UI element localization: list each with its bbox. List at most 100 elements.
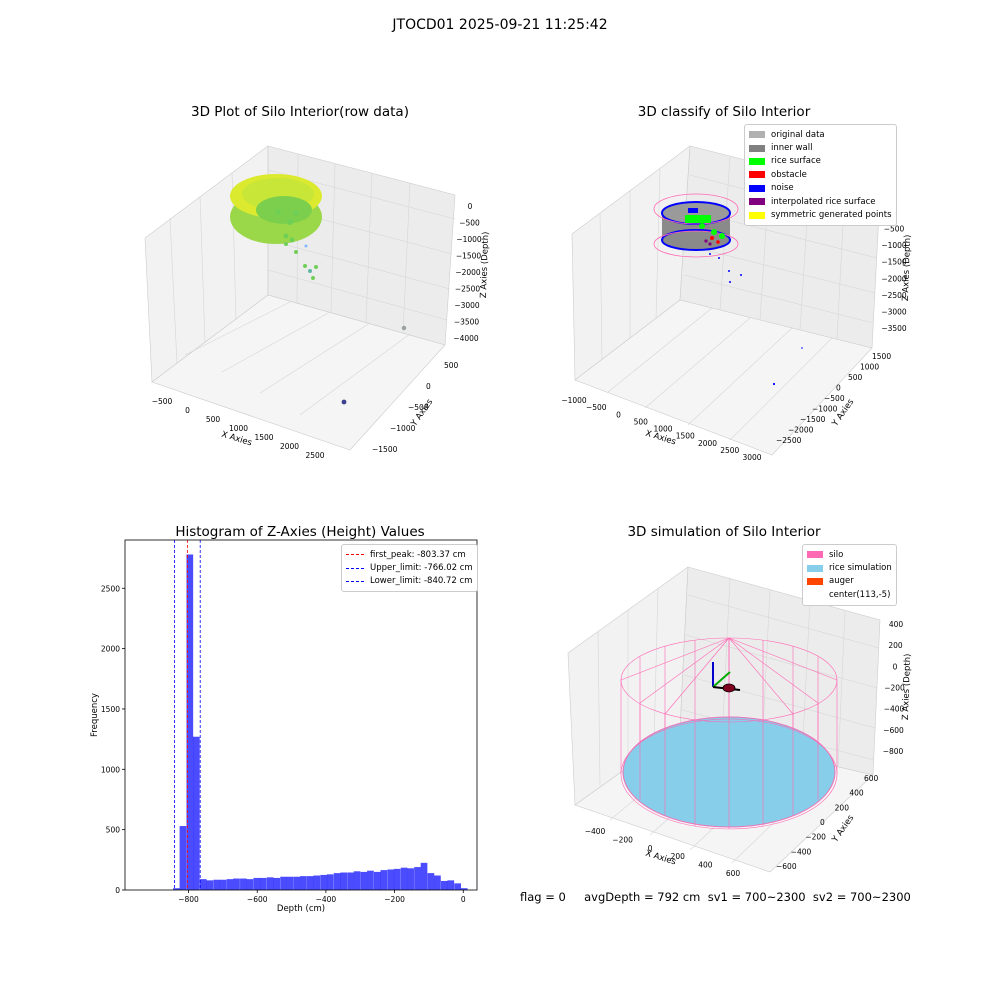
panel2-y-tick: −2500 [776,436,802,445]
histogram-bar [240,878,247,890]
histogram-bar [246,879,254,890]
panel4-x-tick: −400 [585,827,606,836]
legend-entry: noise [749,182,892,195]
legend-label: noise [771,183,794,194]
histogram-bar [266,877,274,890]
histogram-bar [199,879,207,890]
histogram-bar [373,871,381,890]
histogram-y-tick-label: 2500 [101,584,120,593]
panel2-x-tick: 3000 [742,453,761,462]
panel1-z-tick: 0 [468,202,473,211]
panel4-z-tick: 400 [889,620,904,629]
histogram-bar [360,871,368,890]
histogram-bar [340,872,348,890]
histogram-bar [273,877,281,890]
legend-swatch [807,577,823,585]
panel2-y-tick: −2000 [788,426,814,435]
panel2-legend: original data inner wall rice surface obsta… [744,124,897,226]
panel1-z-tick: −4000 [453,334,479,343]
panel1-y-tick: 500 [444,361,459,370]
panel4-z-tick: −800 [883,747,904,756]
legend-label: original data [771,129,825,140]
legend-entry: inner wall [749,141,892,154]
panel2-z-tick: −500 [884,225,905,234]
status-text: flag = 0 avgDepth = 792 cm sv1 = 700~230… [520,890,911,904]
panel4-z-tick: 200 [888,641,903,650]
panel4-y-tick: 400 [849,789,864,798]
legend-swatch [749,184,765,192]
histogram-bar [259,877,267,890]
legend-label: first_peak: -803.37 cm [370,549,466,560]
panel4-title: 3D simulation of Silo Interior [627,524,821,540]
panel1-z-tick: −500 [459,219,480,228]
histogram-bar [400,867,408,890]
histogram-bar [173,888,180,890]
histogram-frame [124,539,478,891]
histogram-bar [380,870,388,890]
histogram-bar [253,877,261,890]
panel1-x-tick: 2000 [280,442,299,451]
histogram-x-tick-label: −800 [178,895,199,904]
histogram-bar [293,876,301,890]
histogram-bar [280,876,287,890]
legend-label: Lower_limit: -840.72 cm [370,576,473,587]
legend-label: rice simulation [829,563,892,574]
histogram-y-tick-label: 1000 [101,765,120,774]
panel1-z-tick: −2000 [455,268,481,277]
panel1-z-tick: −3000 [454,301,480,310]
legend-swatch [749,131,765,139]
legend-swatch [807,551,823,559]
panel1-z-tick: −3500 [454,318,480,327]
panel2-z-tick: −3500 [881,324,907,333]
histogram-bar [387,869,395,890]
histogram-bar [454,883,462,890]
panel1-z-tick: −1500 [456,252,482,261]
histogram-bar [206,880,214,890]
panel2-x-tick: 2000 [698,439,717,448]
panel2-x-tick: −500 [586,403,607,412]
panel2-z-tick: −3000 [881,307,907,316]
panel2-z-tick: −2500 [881,291,907,300]
histogram-bar [353,871,361,890]
panel1-zlabel: Z Axies (Depth) [479,231,491,298]
panel4-x-tick: 400 [698,861,713,870]
panel2-y-tick: 500 [848,373,863,382]
panel4-x-tick: 200 [671,852,686,861]
histogram-bar [434,875,441,890]
histogram-y-tick-label: 1500 [101,705,120,714]
panel1-y-tick: −1500 [372,445,398,454]
histogram-y-tick-label: 500 [106,826,121,835]
legend-label: interpolated rice surface [771,196,876,207]
histogram-ylabel: Frequency [90,693,100,737]
panel2-title: 3D classify of Silo Interior [637,104,811,120]
panel1-x-tick: −500 [152,397,173,406]
legend-swatch [346,554,364,556]
panel3-title: Histogram of Z-Axies (Height) Values [175,524,425,540]
histogram-bar [420,862,428,890]
legend-label: auger [829,576,854,587]
panel2-x-tick: 0 [616,410,621,419]
panel4-y-tick: −400 [791,847,812,856]
panel1-x-tick: 500 [206,415,221,424]
histogram-bar [407,868,414,890]
histogram-x-tick-label: −200 [384,895,405,904]
panel1-z-tick: −1000 [456,235,482,244]
panel4-x-tick: 0 [648,844,653,853]
panel4-z-tick: −200 [884,684,905,693]
histogram-x-tick-label: −600 [247,895,268,904]
legend-entry: center(113,-5) [807,588,892,601]
panel4-x-tick: 600 [726,869,741,878]
histogram-bar [213,879,220,890]
legend-label: inner wall [771,143,813,154]
legend-entry: obstacle [749,168,892,181]
histogram-bar [440,880,448,890]
histogram-xlabel: Depth (cm) [277,904,325,914]
panel1-x-tick: 2500 [305,451,324,460]
panel4-y-tick: 0 [820,818,825,827]
legend-entry: rice surface [749,155,892,168]
panel1-z-tick: −2500 [455,285,481,294]
legend-label: silo [829,549,844,560]
panel2-y-tick: 1000 [860,363,879,372]
legend-label: symmetric generated points [771,210,892,221]
panel1-x-tick: 1500 [254,433,273,442]
